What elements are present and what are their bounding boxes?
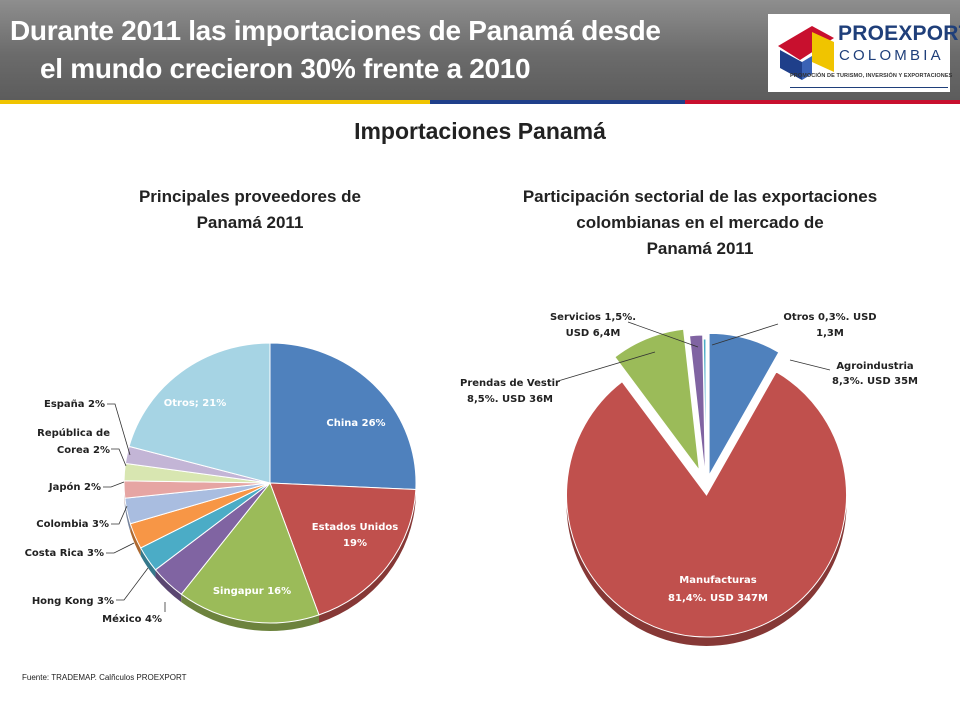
left-label-rep-blica-de-corea-line2: Corea 2% <box>57 445 110 456</box>
page-title: Durante 2011 las importaciones de Panamá… <box>10 12 661 88</box>
right-label-otros-value: 1,3M <box>816 328 844 339</box>
left-leader-9 <box>107 403 131 456</box>
page-title-line1: Durante 2011 las importaciones de Panamá… <box>10 15 661 46</box>
right-chart-title-line2: colombianas en el mercado de <box>576 213 824 232</box>
left-label-estados-unidos-value: 19% <box>343 538 367 549</box>
right-leader-prendas <box>557 351 656 382</box>
left-label-espa-a: España 2% <box>44 399 105 410</box>
section-title: Importaciones Panamá <box>354 118 606 144</box>
right-label-manufacturas-value: 81,4%. USD 347M <box>668 593 768 604</box>
right-leader-servicios <box>627 321 699 348</box>
right-label-prendas: Prendas de Vestir <box>460 378 560 389</box>
right-slice-agroindustria <box>708 332 780 478</box>
left-chart-title: Principales proveedores de Panamá 2011 <box>100 184 400 236</box>
logo-house-icon <box>778 26 834 80</box>
left-slice-side-3 <box>155 569 182 603</box>
logo-divider <box>790 87 948 88</box>
left-leader-7 <box>103 481 125 488</box>
logo-country: COLOMBIA <box>839 47 944 64</box>
left-leader-8 <box>111 448 127 467</box>
right-slice-manufacturas <box>566 371 847 638</box>
right-slice-prendas-de-vestir <box>614 328 701 473</box>
right-label-servicios: Servicios 1,5%. <box>550 312 636 323</box>
right-slice-servicios <box>688 334 706 478</box>
logo-name: PROEXPORT <box>838 22 960 45</box>
left-label-estados-unidos: Estados Unidos <box>312 522 398 533</box>
left-label-otros: Otros; 21% <box>164 398 226 409</box>
right-label-otros: Otros 0,3%. USD <box>783 312 876 323</box>
right-chart-title-line1: Participación sectorial de las exportaci… <box>522 187 878 206</box>
left-label-singapur: Singapur 16% <box>213 586 291 597</box>
right-label-agroindustria-value: 8,3%. USD 35M <box>832 376 918 387</box>
logo-tagline: PROMOCIÓN DE TURISMO, INVERSIÓN Y EXPORT… <box>790 73 953 79</box>
left-chart-title-line1: Principales proveedores de <box>138 187 362 206</box>
right-label-prendas-value: 8,5%. USD 36M <box>467 394 553 405</box>
left-slice-china <box>269 342 417 491</box>
right-chart-title: Participación sectorial de las exportaci… <box>470 184 930 262</box>
left-label-jap-n: Japón 2% <box>48 481 101 493</box>
flag-stripe-blue <box>430 100 685 104</box>
right-leader-otros <box>711 323 779 346</box>
flag-stripe-yellow <box>0 100 430 104</box>
proexport-logo <box>768 14 950 92</box>
source-note: Fuente: TRADEMAP. Calñculos PROEXPORT <box>22 673 187 682</box>
right-chart-title-line3: Panamá 2011 <box>646 239 754 258</box>
left-leader-6 <box>111 505 128 525</box>
left-slice-singapur <box>180 481 320 624</box>
left-label-colombia: Colombia 3% <box>36 519 109 530</box>
right-label-agroindustria: Agroindustria <box>836 361 913 372</box>
left-label-hong-kong: Hong Kong 3% <box>32 596 114 607</box>
flag-stripe-red <box>685 100 960 104</box>
left-slice-side-1 <box>318 489 416 623</box>
left-slice-otros <box>128 342 271 484</box>
left-slice-estados-unidos <box>269 482 417 616</box>
right-leader-agroindustria <box>789 359 831 371</box>
left-chart-title-line2: Panamá 2011 <box>196 213 304 232</box>
left-label-mexico: México 4% <box>102 613 162 625</box>
left-leader-5 <box>106 542 135 554</box>
right-slice-otros <box>702 338 707 482</box>
left-label-rep-blica-de-corea: República de <box>37 427 110 439</box>
right-label-servicios-value: USD 6,4M <box>566 328 621 339</box>
right-label-manufacturas: Manufacturas <box>679 575 757 586</box>
page-title-line2: el mundo crecieron 30% frente a 2010 <box>40 53 531 84</box>
left-leader-4 <box>116 567 149 601</box>
left-slice-side-4 <box>140 547 156 578</box>
left-label-costa-rica: Costa Rica 3% <box>25 548 104 559</box>
left-label-china: China 26% <box>326 418 385 429</box>
left-slice-side-2 <box>181 594 319 631</box>
